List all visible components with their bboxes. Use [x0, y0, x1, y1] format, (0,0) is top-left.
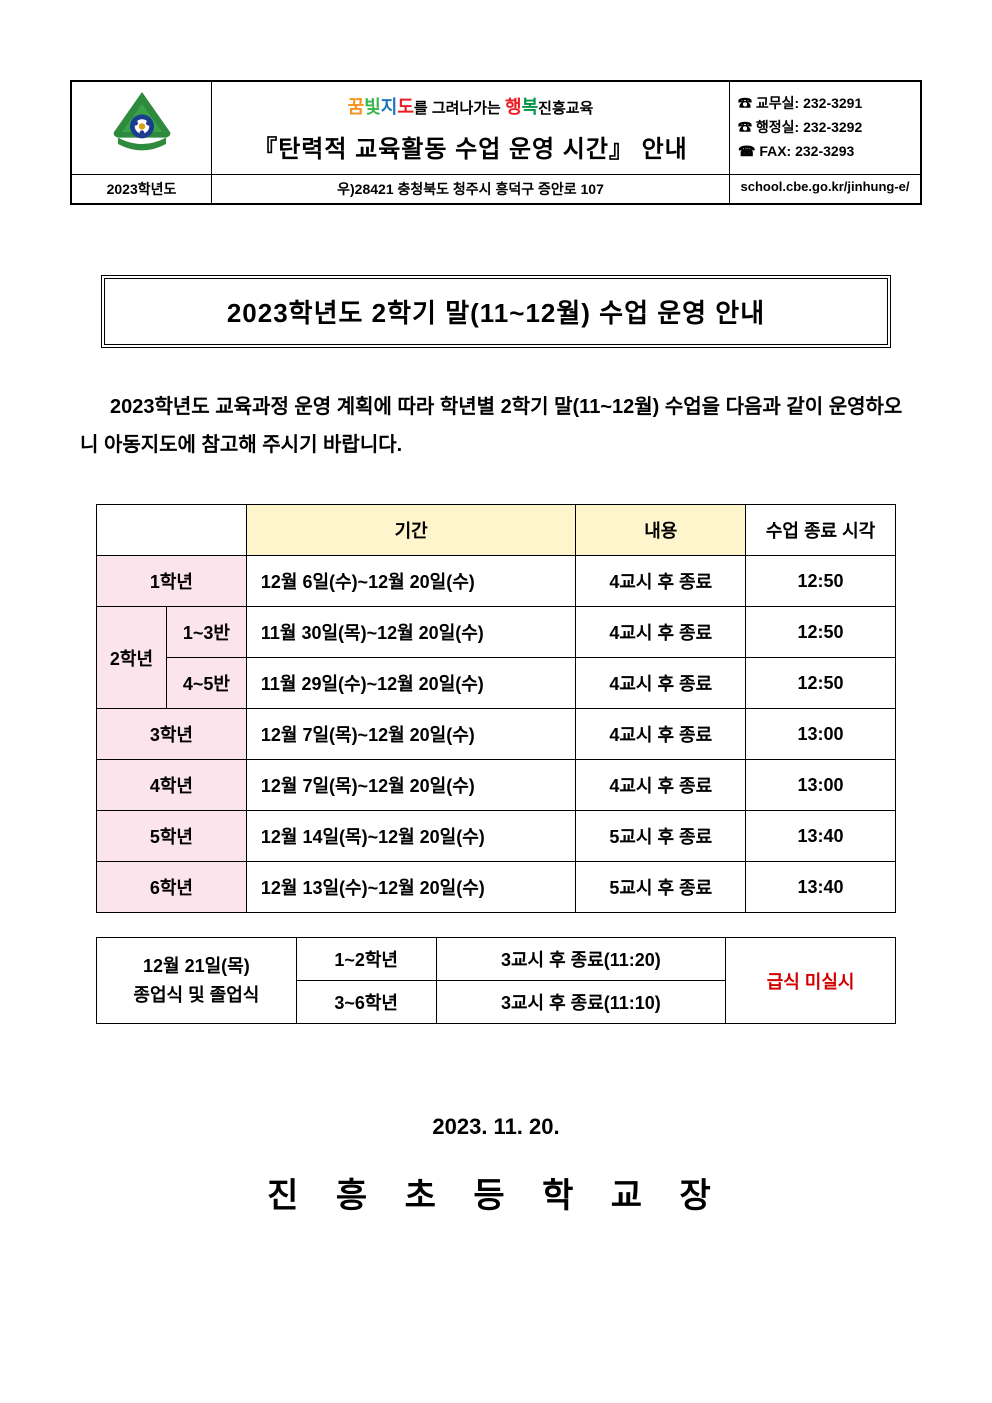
tagline-part: 꿈 — [348, 97, 365, 117]
period-cell: 11월 29일(수)~12월 20일(수) — [246, 658, 576, 709]
table-row: 3학년 12월 7일(목)~12월 20일(수) 4교시 후 종료 13:00 — [97, 709, 896, 760]
school-url: school.cbe.go.kr/jinhung-e/ — [730, 175, 920, 203]
signature-principal: 진 흥 초 등 학 교 장 — [70, 1168, 922, 1217]
schedule-table: 기간 내용 수업 종료 시각 1학년 12월 6일(수)~12월 20일(수) … — [96, 504, 896, 913]
table-row: 2학년 1~3반 11월 30일(목)~12월 20일(수) 4교시 후 종료 … — [97, 607, 896, 658]
tagline-part: 행 — [505, 97, 522, 117]
header-period: 기간 — [246, 505, 576, 556]
logo-cell — [72, 82, 212, 174]
ceremony-label: 종업식 및 졸업식 — [107, 981, 286, 1010]
ceremony-date-cell: 12월 21일(목) 종업식 및 졸업식 — [97, 938, 297, 1024]
contacts-block: ☎ 교무실: 232-3291 ☎ 행정실: 232-3292 ☎ FAX: 2… — [730, 82, 920, 174]
ceremony-table: 12월 21일(목) 종업식 및 졸업식 1~2학년 3교시 후 종료(11:2… — [96, 937, 896, 1024]
tagline-part: 지 — [381, 97, 398, 117]
table-row: 4~5반 11월 29일(수)~12월 20일(수) 4교시 후 종료 12:5… — [97, 658, 896, 709]
header-end-time: 수업 종료 시각 — [746, 505, 896, 556]
grade-cell: 5학년 — [97, 811, 247, 862]
class-cell: 1~3반 — [166, 607, 246, 658]
class-cell: 4~5반 — [166, 658, 246, 709]
ceremony-date: 12월 21일(목) — [107, 952, 286, 981]
letterhead: 꿈빛지도를 그려나가는 행복진흥교육 『탄력적 교육활동 수업 운영 시간』 안… — [70, 80, 922, 205]
period-cell: 12월 13일(수)~12월 20일(수) — [246, 862, 576, 913]
tagline: 꿈빛지도를 그려나가는 행복진흥교육 — [348, 93, 594, 119]
intro-paragraph: 2023학년도 교육과정 운영 계획에 따라 학년별 2학기 말(11~12월)… — [80, 388, 912, 464]
content-cell: 4교시 후 종료 — [576, 760, 746, 811]
content-cell: 4교시 후 종료 — [576, 658, 746, 709]
contact-admin: ☎ 행정실: 232-3292 — [738, 116, 912, 140]
table-row: 5학년 12월 14일(목)~12월 20일(수) 5교시 후 종료 13:40 — [97, 811, 896, 862]
letterhead-center: 꿈빛지도를 그려나가는 행복진흥교육 『탄력적 교육활동 수업 운영 시간』 안… — [212, 82, 730, 174]
school-logo-icon — [102, 88, 182, 168]
school-year: 2023학년도 — [72, 175, 212, 203]
ceremony-end: 3교시 후 종료(11:20) — [436, 938, 726, 981]
period-cell: 12월 7일(목)~12월 20일(수) — [246, 709, 576, 760]
grade-cell: 4학년 — [97, 760, 247, 811]
contact-office: ☎ 교무실: 232-3291 — [738, 92, 912, 116]
end-cell: 12:50 — [746, 556, 896, 607]
content-cell: 5교시 후 종료 — [576, 862, 746, 913]
grade-cell: 3학년 — [97, 709, 247, 760]
period-cell: 11월 30일(목)~12월 20일(수) — [246, 607, 576, 658]
grade-cell: 1학년 — [97, 556, 247, 607]
end-cell: 13:00 — [746, 760, 896, 811]
end-cell: 13:40 — [746, 862, 896, 913]
end-cell: 13:40 — [746, 811, 896, 862]
end-cell: 12:50 — [746, 658, 896, 709]
ceremony-grades: 3~6학년 — [296, 981, 436, 1024]
document-page: 꿈빛지도를 그려나가는 행복진흥교육 『탄력적 교육활동 수업 운영 시간』 안… — [0, 0, 992, 1403]
contact-fax: ☎ FAX: 232-3293 — [738, 140, 912, 164]
signature-date: 2023. 11. 20. — [70, 1114, 922, 1140]
content-cell: 4교시 후 종료 — [576, 709, 746, 760]
content-cell: 4교시 후 종료 — [576, 607, 746, 658]
tagline-part: 를 그려나가는 — [414, 100, 505, 117]
main-title-box: 2023학년도 2학기 말(11~12월) 수업 운영 안내 — [101, 275, 891, 348]
table-row: 1학년 12월 6일(수)~12월 20일(수) 4교시 후 종료 12:50 — [97, 556, 896, 607]
tagline-part: 도 — [397, 97, 414, 117]
document-title: 『탄력적 교육활동 수업 운영 시간』 안내 — [253, 129, 688, 164]
table-row: 4학년 12월 7일(목)~12월 20일(수) 4교시 후 종료 13:00 — [97, 760, 896, 811]
content-cell: 5교시 후 종료 — [576, 811, 746, 862]
school-address: 우)28421 충청북도 청주시 흥덕구 증안로 107 — [212, 175, 730, 203]
header-content: 내용 — [576, 505, 746, 556]
ceremony-meal: 급식 미실시 — [726, 938, 896, 1024]
tagline-part: 빛 — [364, 97, 381, 117]
ceremony-end: 3교시 후 종료(11:10) — [436, 981, 726, 1024]
signature-block: 2023. 11. 20. 진 흥 초 등 학 교 장 — [70, 1114, 922, 1217]
header-blank — [97, 505, 247, 556]
tagline-part: 진흥교육 — [538, 100, 593, 117]
end-cell: 13:00 — [746, 709, 896, 760]
ceremony-grades: 1~2학년 — [296, 938, 436, 981]
table-row: 6학년 12월 13일(수)~12월 20일(수) 5교시 후 종료 13:40 — [97, 862, 896, 913]
period-cell: 12월 6일(수)~12월 20일(수) — [246, 556, 576, 607]
table-row: 12월 21일(목) 종업식 및 졸업식 1~2학년 3교시 후 종료(11:2… — [97, 938, 896, 981]
content-cell: 4교시 후 종료 — [576, 556, 746, 607]
period-cell: 12월 7일(목)~12월 20일(수) — [246, 760, 576, 811]
period-cell: 12월 14일(목)~12월 20일(수) — [246, 811, 576, 862]
tagline-part: 복 — [522, 97, 539, 117]
grade-cell: 6학년 — [97, 862, 247, 913]
end-cell: 12:50 — [746, 607, 896, 658]
grade-cell: 2학년 — [97, 607, 167, 709]
